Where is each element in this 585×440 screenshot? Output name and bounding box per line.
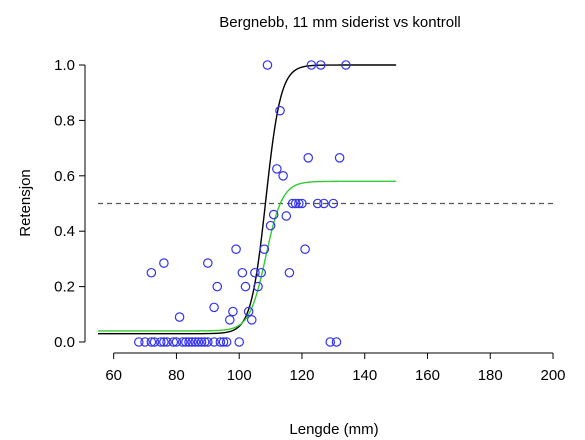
data-point <box>287 198 298 209</box>
x-tick-label: 200 <box>540 367 565 384</box>
data-point <box>155 337 166 347</box>
data-point <box>284 267 295 278</box>
data-point <box>209 302 219 313</box>
data-point <box>297 198 307 209</box>
fitted-curve <box>98 64 397 335</box>
data-point <box>162 337 172 347</box>
y-tick-label: 0.2 <box>54 279 75 296</box>
data-point <box>234 337 245 347</box>
data-point <box>328 198 339 209</box>
data-point <box>231 244 241 255</box>
data-point <box>133 337 144 347</box>
data-point <box>177 337 188 347</box>
data-point <box>319 198 329 209</box>
data-point <box>146 337 157 347</box>
data-point <box>275 105 285 116</box>
data-point <box>243 306 254 317</box>
data-point <box>199 337 210 347</box>
data-point <box>281 211 292 221</box>
fitted-curve <box>98 180 397 332</box>
data-point <box>250 267 260 278</box>
y-tick-label: 0.8 <box>54 112 75 129</box>
data-point <box>331 337 342 347</box>
data-point <box>149 337 160 347</box>
data-point <box>218 337 229 347</box>
data-point <box>341 60 351 70</box>
data-point <box>300 244 310 255</box>
data-point <box>240 281 251 292</box>
x-tick-label: 100 <box>227 367 252 384</box>
data-point <box>246 315 257 325</box>
data-point <box>159 258 169 268</box>
data-point <box>334 152 345 163</box>
data-point <box>306 60 317 70</box>
data-point <box>168 337 179 347</box>
x-tick-label: 60 <box>105 367 122 384</box>
data-point <box>294 198 304 209</box>
data-point <box>174 312 185 322</box>
data-point <box>203 258 213 268</box>
plot-area: 60 80 100 120 140 160 180 200 0.0 0.2 0.4 0.6 0.8 1.0 <box>54 57 565 384</box>
data-point <box>265 220 276 231</box>
x-tick-label: 180 <box>478 367 503 384</box>
data-point <box>196 337 207 347</box>
data-point <box>190 337 201 347</box>
data-point <box>290 198 301 209</box>
y-tick-label: 0.6 <box>54 168 75 185</box>
data-point <box>146 267 157 278</box>
data-point <box>193 337 204 347</box>
y-tick-label: 1.0 <box>54 57 75 74</box>
x-tick-label: 80 <box>168 367 185 384</box>
data-point <box>259 244 270 255</box>
data-point <box>171 337 182 347</box>
data-point <box>187 337 197 347</box>
data-point <box>278 171 288 181</box>
data-point <box>212 281 223 292</box>
x-axis-label: Lengde (mm) <box>289 421 378 438</box>
data-point <box>140 337 150 347</box>
y-tick-label: 0.0 <box>54 334 75 351</box>
data-point <box>256 267 266 278</box>
data-point <box>303 152 314 163</box>
data-point <box>181 337 191 347</box>
data-point <box>312 198 323 209</box>
data-point <box>203 337 213 347</box>
data-point <box>221 337 232 347</box>
data-point <box>325 337 336 347</box>
data-point <box>253 281 263 292</box>
x-tick-label: 120 <box>289 367 314 384</box>
data-point <box>159 337 169 347</box>
data-point <box>315 60 326 70</box>
y-tick-label: 0.4 <box>54 223 75 240</box>
data-point <box>272 164 282 174</box>
data-point <box>224 315 235 325</box>
y-axis-label: Retensjon <box>17 169 34 237</box>
data-point <box>209 337 219 347</box>
x-tick-label: 140 <box>352 367 377 384</box>
x-tick-label: 160 <box>415 367 440 384</box>
data-point <box>215 337 226 347</box>
chart-title: Bergnebb, 11 mm siderist vs kontroll <box>219 14 461 31</box>
data-point <box>237 267 248 278</box>
data-point <box>228 306 238 317</box>
data-point <box>262 60 273 70</box>
data-point <box>184 337 194 347</box>
data-point <box>268 209 279 220</box>
